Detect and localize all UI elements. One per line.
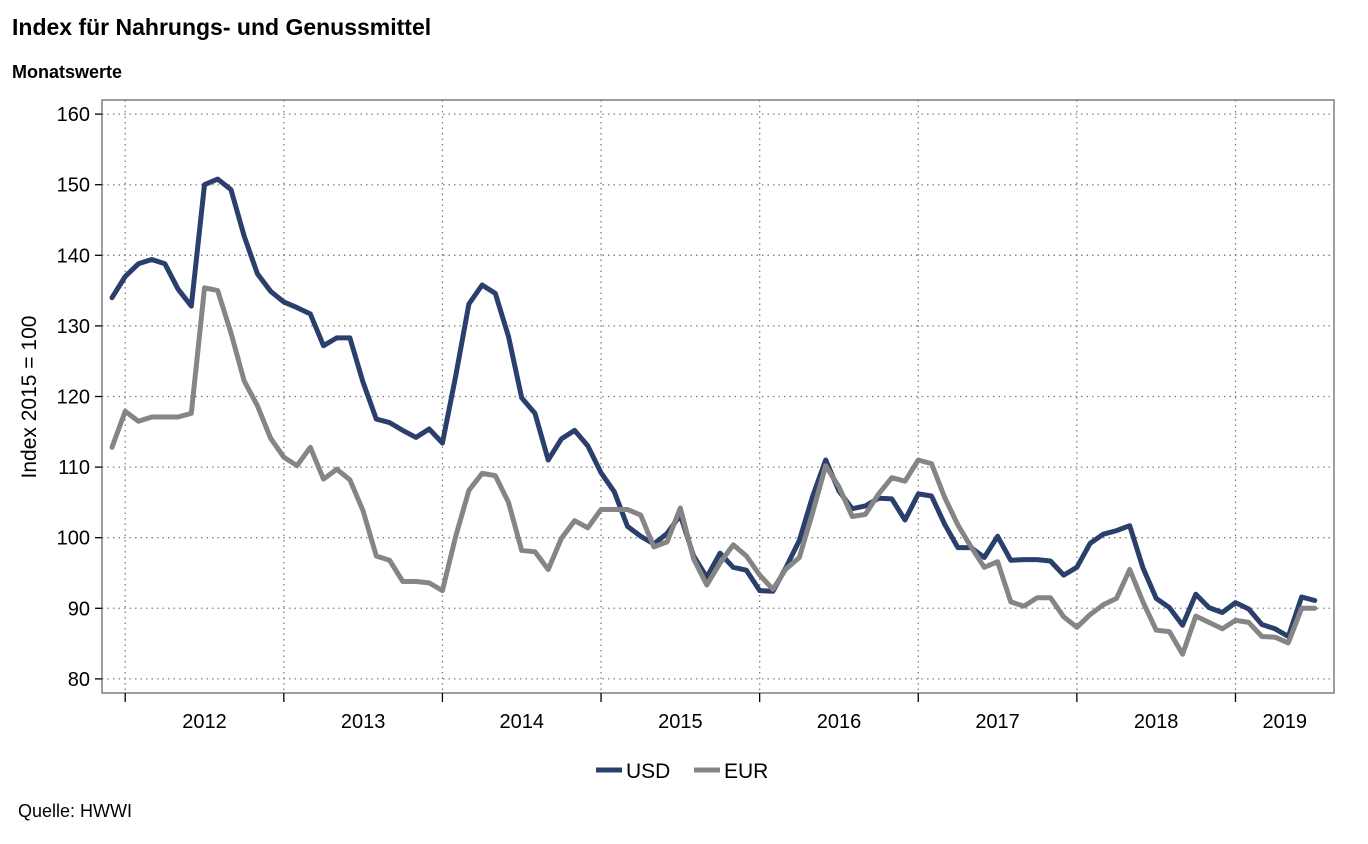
y-axis: 80 90 100 110 120 130 140 150 160 xyxy=(57,104,102,691)
y-tick-label: 80 xyxy=(68,669,90,691)
x-tick-label-2017: 2017 xyxy=(975,711,1020,733)
chart-title: Index für Nahrungs- und Genussmittel xyxy=(12,14,432,40)
x-tick-label-2012: 2012 xyxy=(182,711,227,733)
x-tick-label-2019: 2019 xyxy=(1262,711,1307,733)
legend: USD EUR xyxy=(596,760,768,783)
x-tick-label-2015: 2015 xyxy=(658,711,703,733)
y-axis-label: Index 2015 = 100 xyxy=(18,316,41,479)
y-tick-label: 130 xyxy=(57,316,90,338)
x-tick-label-2014: 2014 xyxy=(499,711,544,733)
x-tick-label-2018: 2018 xyxy=(1134,711,1179,733)
series-line-usd xyxy=(109,176,1318,639)
y-tick-label: 90 xyxy=(68,598,90,620)
y-tick-label: 110 xyxy=(58,457,90,479)
y-tick-label: 140 xyxy=(57,245,90,267)
y-tick-label: 160 xyxy=(57,104,90,126)
y-tick-label: 150 xyxy=(57,175,90,197)
chart-subtitle: Monatswerte xyxy=(12,62,123,82)
y-tick-label: 100 xyxy=(57,528,90,550)
legend-label-eur: EUR xyxy=(724,760,768,783)
x-tick-label-2013: 2013 xyxy=(341,711,386,733)
legend-label-usd: USD xyxy=(626,760,670,783)
y-tick-label: 120 xyxy=(57,387,90,409)
x-tick-label-2016: 2016 xyxy=(817,711,862,733)
series-line-eur xyxy=(109,285,1318,657)
x-axis: 2012 2013 2014 2015 2016 2017 2018 2019 xyxy=(124,693,1307,733)
grid-lines xyxy=(102,100,1334,693)
source-note: Quelle: HWWI xyxy=(18,801,133,821)
series-lines xyxy=(109,176,1318,657)
